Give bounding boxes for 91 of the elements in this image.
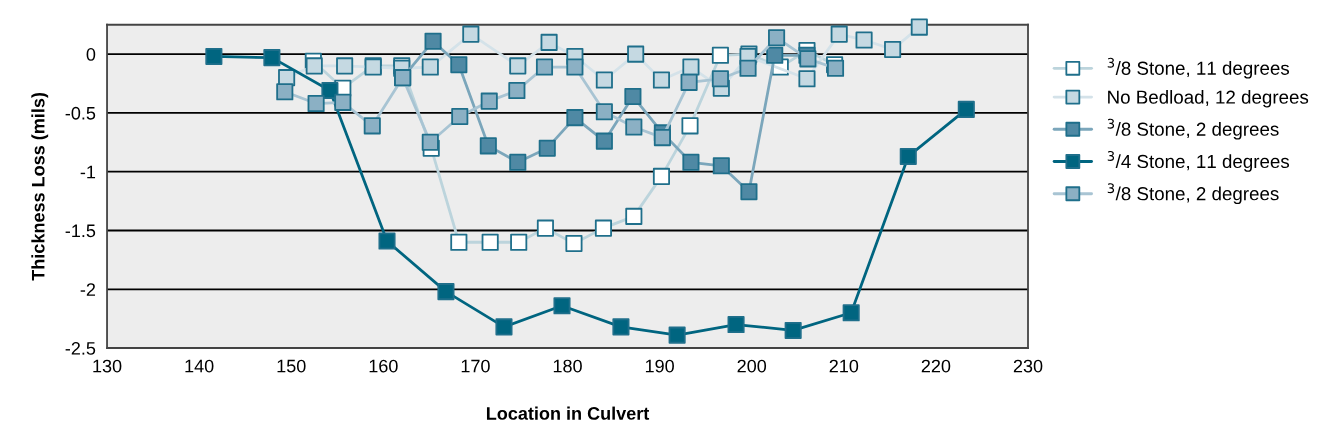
- point: [508, 82, 526, 100]
- x-tick-label: 200: [737, 359, 767, 373]
- y-tick-label: 0: [86, 48, 96, 61]
- point: [910, 18, 928, 36]
- point: [711, 46, 729, 64]
- point: [510, 233, 528, 251]
- point: [830, 25, 848, 43]
- x-tick-label: 220: [921, 359, 951, 373]
- legend-label: $^{3}$/8 Stone, 2 degrees: [1107, 183, 1279, 205]
- point: [740, 183, 758, 201]
- point: [540, 33, 558, 51]
- point: [307, 94, 325, 113]
- x-tick-label: 230: [1013, 359, 1043, 373]
- legend-label: No Bedload, 12 degrees: [1108, 90, 1309, 108]
- y-tick-label: -1.5: [65, 224, 96, 238]
- point: [481, 233, 499, 251]
- point: [798, 70, 816, 88]
- point: [536, 219, 554, 237]
- point: [682, 153, 700, 171]
- point: [334, 93, 352, 111]
- point: [276, 83, 294, 101]
- point: [509, 57, 527, 75]
- point: [766, 46, 784, 64]
- x-axis-title: Location in Culvert: [486, 406, 650, 420]
- point: [653, 129, 671, 147]
- point: [727, 316, 745, 334]
- point: [884, 40, 902, 58]
- point: [450, 233, 468, 251]
- point: [378, 232, 396, 250]
- x-tick-label: 210: [829, 359, 859, 373]
- point: [957, 100, 975, 118]
- point: [799, 50, 817, 68]
- point: [421, 58, 439, 76]
- y-tick-label: -2: [80, 283, 96, 296]
- point: [768, 29, 786, 47]
- point: [784, 321, 802, 339]
- x-tick-label: 170: [461, 359, 490, 373]
- y-tick-label: -1: [80, 165, 96, 179]
- point: [680, 73, 698, 91]
- point: [421, 133, 439, 151]
- point: [363, 117, 381, 135]
- legend-label: $^{3}$/8 Stone, 11 degrees: [1107, 57, 1290, 79]
- point: [652, 71, 671, 89]
- point: [652, 167, 671, 185]
- point: [450, 56, 468, 74]
- point: [462, 25, 480, 43]
- x-tick-label: 180: [553, 359, 582, 373]
- point: [595, 132, 613, 150]
- point: [668, 326, 686, 344]
- point: [553, 297, 571, 315]
- point: [263, 49, 281, 67]
- point: [711, 70, 729, 88]
- x-tick-label: 140: [185, 359, 214, 373]
- point: [627, 45, 645, 63]
- point: [624, 87, 642, 106]
- x-tick-label: 150: [277, 359, 306, 373]
- point: [625, 207, 643, 225]
- point: [739, 59, 757, 77]
- point: [535, 58, 554, 76]
- point: [495, 318, 513, 336]
- point: [681, 117, 699, 135]
- point: [855, 31, 873, 49]
- point: [451, 107, 469, 125]
- point: [594, 219, 612, 237]
- legend-label: $^{3}$/8 Stone, 2 degrees: [1107, 118, 1279, 140]
- point: [566, 58, 584, 76]
- legend-label: $^{3}$/4 Stone, 11 degrees: [1107, 151, 1290, 172]
- point: [509, 153, 527, 171]
- point: [437, 283, 455, 301]
- x-tick-label: 130: [93, 359, 122, 373]
- point: [595, 71, 613, 89]
- x-tick-label: 190: [645, 359, 674, 373]
- y-axis-title: Thickness Loss (mils): [31, 92, 49, 281]
- point: [479, 137, 497, 155]
- point: [625, 118, 643, 136]
- point: [899, 147, 917, 165]
- point: [612, 318, 630, 336]
- point: [480, 92, 498, 110]
- y-tick-label: -2.5: [65, 342, 96, 355]
- point: [712, 157, 730, 175]
- point: [566, 109, 584, 127]
- point: [595, 103, 613, 121]
- point: [565, 234, 583, 252]
- point: [205, 47, 223, 66]
- x-tick-label: 160: [369, 359, 398, 373]
- point: [842, 304, 860, 322]
- point: [424, 32, 442, 50]
- point: [305, 57, 323, 75]
- point: [336, 57, 354, 75]
- y-tick-label: -0.5: [65, 106, 96, 120]
- point: [538, 139, 556, 157]
